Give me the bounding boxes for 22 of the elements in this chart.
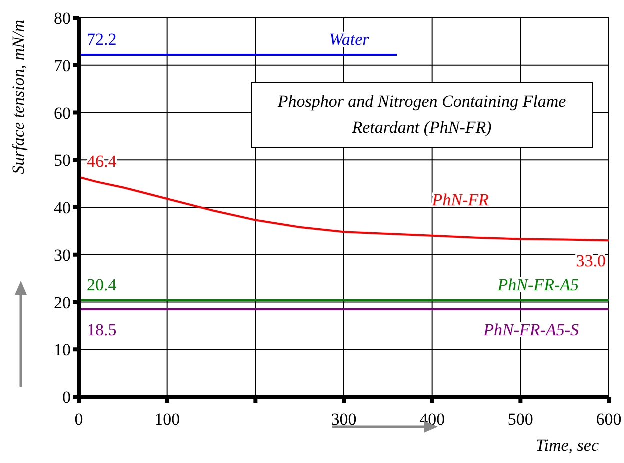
annotation: 20.4 bbox=[87, 275, 118, 294]
y-axis-title: Surface tension, mN/m bbox=[9, 20, 28, 174]
y-tick-label: 50 bbox=[54, 151, 71, 170]
annotation: 72.2 bbox=[87, 30, 117, 49]
x-tick-label: 0 bbox=[74, 410, 84, 430]
x-tick-label: 300 bbox=[331, 410, 357, 430]
x-axis-title: Time, sec bbox=[536, 436, 600, 455]
x-tick-label: 600 bbox=[596, 410, 622, 430]
line-series bbox=[79, 176, 609, 242]
y-tick-label: 70 bbox=[54, 56, 71, 76]
x-tick-label: 100 bbox=[154, 410, 180, 430]
y-tick-label: 30 bbox=[54, 246, 71, 265]
y-tick-label: 60 bbox=[54, 104, 71, 123]
text: Phosphor and Nitrogen Containing Flame Retardant (PhN-FR) bbox=[251, 82, 593, 148]
y-tick-label: 40 bbox=[54, 198, 71, 218]
y-tick-label: 20 bbox=[54, 293, 71, 312]
annotation: 33.0 bbox=[576, 252, 606, 271]
y-tick-label: 10 bbox=[54, 340, 71, 360]
x-tick-label: 500 bbox=[508, 410, 534, 430]
annotation: 18.5 bbox=[87, 320, 117, 340]
y-tick-label: 0 bbox=[62, 388, 71, 408]
y-tick-label: 80 bbox=[54, 9, 71, 28]
